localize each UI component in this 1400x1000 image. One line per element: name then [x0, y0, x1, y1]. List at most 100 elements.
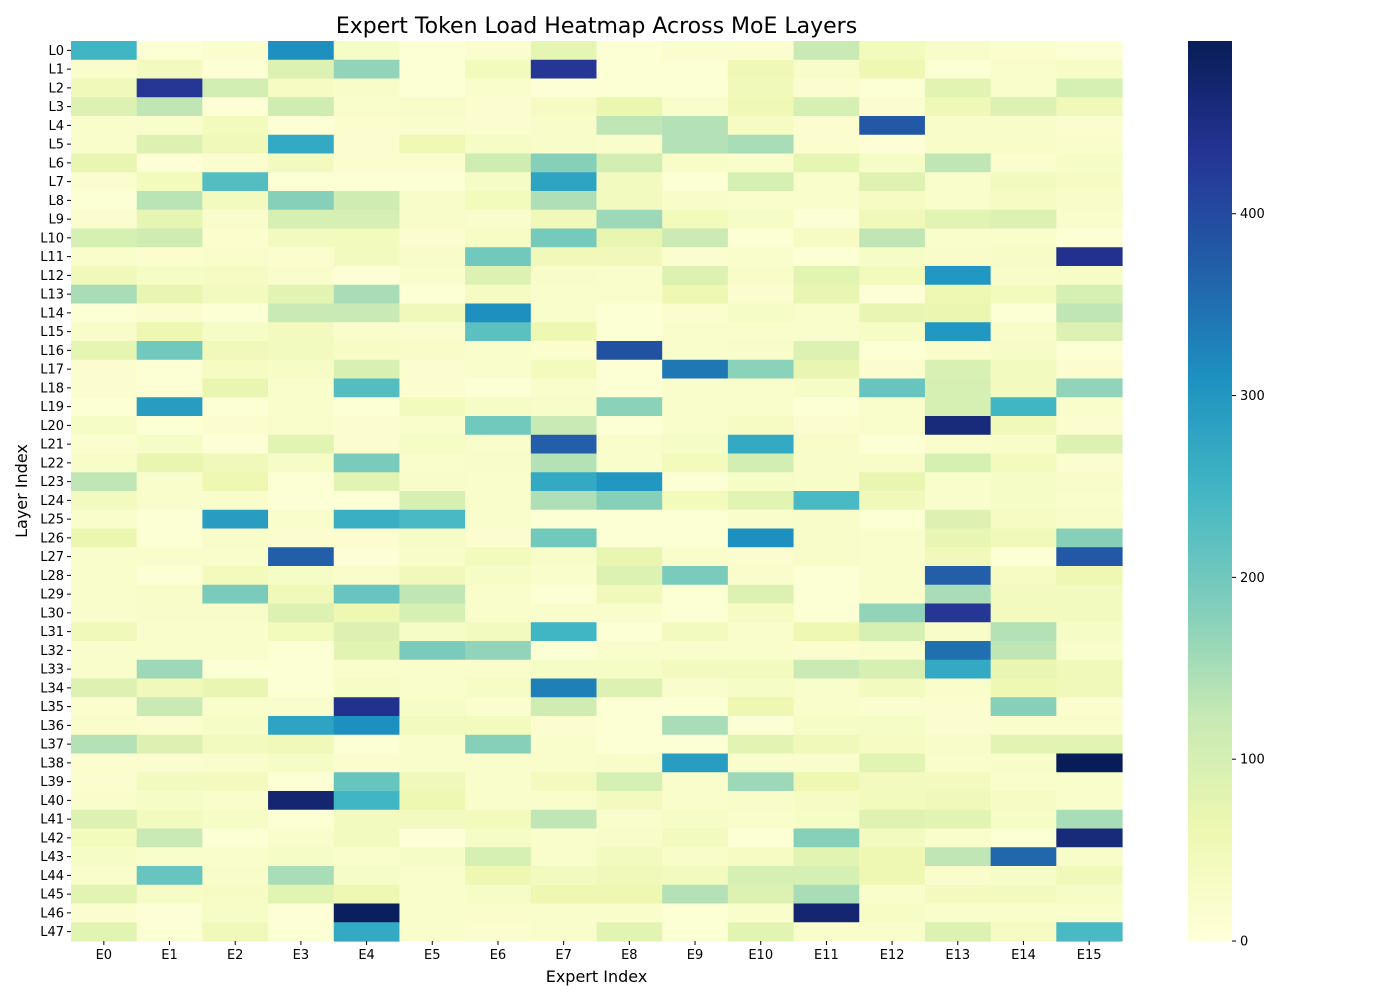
heatmap-cell — [399, 434, 466, 455]
chart-title: Expert Token Load Heatmap Across MoE Lay… — [336, 14, 857, 39]
heatmap-cell — [530, 491, 598, 511]
heatmap-cell — [990, 753, 1057, 773]
heatmap-cell — [596, 866, 663, 886]
heatmap-cell — [71, 866, 138, 886]
heatmap-cell — [465, 847, 532, 867]
x-tick-label: E4 — [358, 948, 375, 963]
heatmap-cell — [465, 603, 532, 623]
heatmap-cell — [924, 584, 992, 605]
heatmap-cell — [793, 847, 860, 867]
heatmap-cell — [727, 641, 795, 661]
y-tick-label: L42 — [40, 831, 64, 846]
heatmap-cell — [333, 866, 401, 886]
y-tick-label: L39 — [40, 775, 64, 790]
heatmap-cell — [136, 359, 203, 380]
y-tick-label: L21 — [40, 438, 64, 453]
heatmap-cell — [465, 284, 532, 305]
heatmap-cell — [662, 509, 729, 530]
heatmap-cell — [465, 378, 532, 398]
heatmap-cell — [71, 922, 138, 942]
heatmap-cell — [990, 378, 1057, 398]
heatmap-cell — [465, 472, 532, 492]
heatmap-cell — [793, 566, 860, 586]
heatmap-cell — [268, 303, 335, 323]
y-tick-label: L47 — [40, 925, 64, 940]
heatmap-cell — [1056, 397, 1123, 417]
heatmap-cell — [859, 697, 926, 717]
heatmap-cell — [596, 641, 663, 661]
heatmap-cell — [727, 622, 795, 642]
heatmap-cell — [399, 528, 466, 548]
heatmap-cell — [465, 622, 532, 642]
heatmap-cell — [727, 303, 795, 323]
heatmap-cell — [465, 866, 532, 886]
heatmap-cell — [333, 172, 401, 192]
heatmap-cell — [465, 491, 532, 511]
heatmap-cell — [662, 153, 729, 173]
heatmap-cell — [333, 359, 401, 380]
heatmap-cell — [399, 791, 466, 811]
heatmap-cell — [662, 753, 729, 773]
heatmap-cell — [990, 416, 1057, 436]
heatmap-cell — [202, 228, 269, 248]
heatmap-cell — [727, 397, 795, 417]
heatmap-cell — [136, 322, 203, 342]
heatmap-cell — [136, 809, 203, 830]
heatmap-cell — [136, 922, 203, 942]
heatmap-cell — [268, 753, 335, 773]
heatmap-cell — [924, 266, 992, 286]
heatmap-cell — [333, 716, 401, 736]
y-tick-label: L24 — [40, 494, 64, 509]
heatmap-cell — [268, 191, 335, 211]
heatmap-cell — [859, 266, 926, 286]
heatmap-cell — [924, 191, 992, 211]
heatmap-cell — [465, 303, 532, 323]
heatmap-cell — [990, 284, 1057, 305]
heatmap-cell — [465, 509, 532, 530]
heatmap-cell — [530, 116, 598, 136]
heatmap-cell — [662, 434, 729, 455]
heatmap-cell — [465, 791, 532, 811]
heatmap-cell — [136, 397, 203, 417]
heatmap-cell — [1056, 922, 1123, 942]
heatmap-cell — [596, 922, 663, 942]
heatmap-cell — [859, 397, 926, 417]
heatmap-cell — [202, 191, 269, 211]
heatmap-cell — [399, 641, 466, 661]
heatmap-cell — [859, 59, 926, 80]
heatmap-cell — [268, 716, 335, 736]
heatmap-cell — [136, 603, 203, 623]
y-tick-label: L18 — [40, 381, 64, 396]
heatmap-cell — [859, 809, 926, 830]
heatmap-cell — [202, 753, 269, 773]
heatmap-cell — [333, 209, 401, 230]
heatmap-cell — [596, 716, 663, 736]
heatmap-cell — [924, 322, 992, 342]
heatmap-cell — [596, 41, 663, 61]
heatmap-cell — [333, 322, 401, 342]
heatmap-cell — [268, 228, 335, 248]
heatmap-cell — [530, 472, 598, 492]
y-tick-label: L15 — [40, 325, 64, 340]
heatmap-cell — [662, 828, 729, 848]
heatmap-cell — [202, 922, 269, 942]
heatmap-cell — [924, 828, 992, 848]
heatmap-cell — [859, 659, 926, 680]
heatmap-cell — [1056, 153, 1123, 173]
heatmap-cell — [1056, 716, 1123, 736]
heatmap-cell — [859, 603, 926, 623]
heatmap-cell — [399, 191, 466, 211]
heatmap-cell — [202, 284, 269, 305]
y-tick-label: L38 — [40, 756, 64, 771]
y-tick-label: L32 — [40, 644, 64, 659]
heatmap-cell — [924, 359, 992, 380]
heatmap-cell — [859, 622, 926, 642]
heatmap-cells — [71, 41, 1123, 942]
heatmap-cell — [990, 828, 1057, 848]
heatmap-cell — [924, 509, 992, 530]
heatmap-cell — [990, 641, 1057, 661]
heatmap-cell — [727, 678, 795, 698]
heatmap-cell — [596, 322, 663, 342]
heatmap-cell — [71, 116, 138, 136]
y-axis-label: Layer Index — [12, 444, 31, 538]
